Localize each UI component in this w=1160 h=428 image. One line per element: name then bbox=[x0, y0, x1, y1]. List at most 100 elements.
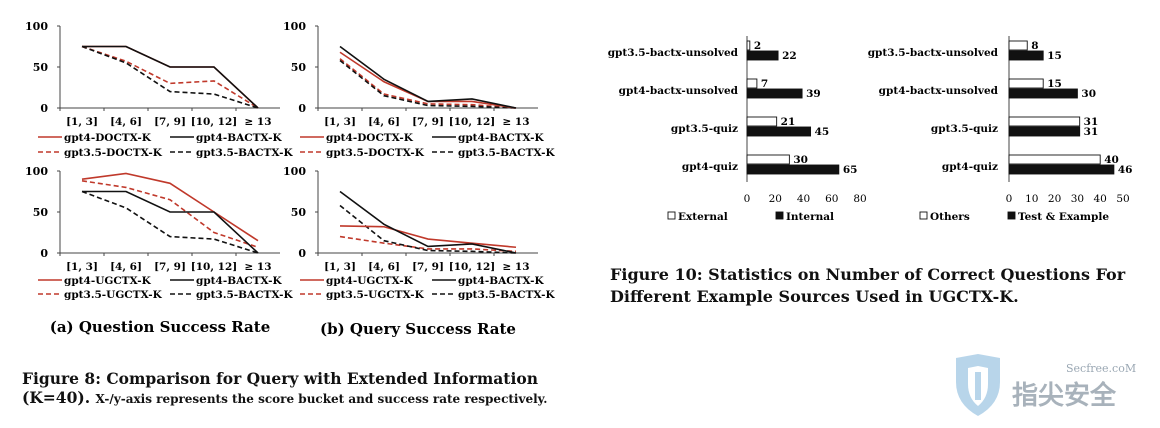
x-tick-label: 0 bbox=[1006, 193, 1013, 205]
legend-label: Others bbox=[930, 211, 970, 223]
x-tick-label: 50 bbox=[1116, 193, 1129, 205]
bar-External bbox=[746, 154, 790, 165]
bar-Test & Example bbox=[1008, 50, 1044, 61]
y-tick-label: 0 bbox=[298, 102, 306, 115]
x-tick-label: ≥ 13 bbox=[502, 116, 529, 128]
bar-Internal bbox=[746, 88, 803, 99]
bar-value-label: 46 bbox=[1118, 164, 1133, 176]
figure8-caption-main: Figure 8: Comparison for Query with Exte… bbox=[22, 369, 538, 407]
series-line-gpt3.5-DOCTX-K bbox=[81, 45, 259, 109]
series-line-gpt4-UGCTX-K bbox=[339, 225, 517, 249]
bar-Internal bbox=[746, 164, 840, 175]
bar-Internal bbox=[746, 50, 779, 61]
series-line-gpt3.5-BACTX-K bbox=[339, 204, 517, 254]
y-tick-label: 50 bbox=[291, 61, 307, 74]
legend-label: gpt4-UGCTX-K bbox=[326, 275, 414, 287]
bar-value-label: 31 bbox=[1084, 116, 1099, 128]
x-tick-label: [4, 6] bbox=[368, 261, 400, 273]
series-line-gpt4-UGCTX-K bbox=[81, 172, 259, 242]
y-tick-label: 0 bbox=[298, 247, 306, 260]
x-tick-label: 20 bbox=[769, 193, 782, 205]
legend-label: External bbox=[678, 211, 728, 223]
legend-label: gpt4-UGCTX-K bbox=[64, 275, 152, 287]
x-tick-label: 0 bbox=[744, 193, 751, 205]
bar-value-label: 30 bbox=[1081, 88, 1096, 100]
category-label: gpt3.5-quiz bbox=[931, 123, 998, 135]
series-line-gpt4-BACTX-K bbox=[82, 190, 259, 254]
x-tick-label: [4, 6] bbox=[110, 116, 142, 128]
x-tick-label: [4, 6] bbox=[368, 116, 400, 128]
x-tick-label: [1, 3] bbox=[66, 116, 98, 128]
category-label: gpt4-bactx-unsolved bbox=[619, 85, 739, 97]
y-tick-label: 0 bbox=[40, 102, 48, 115]
figure10-bar-charts: gpt3.5-bactx-unsolved222gpt4-bactx-unsol… bbox=[608, 36, 1133, 223]
bar-chart-fig10-right: gpt3.5-bactx-unsolved 8 15 gpt4-bactx-unsol… bbox=[868, 36, 1133, 223]
x-tick-label: ≥ 13 bbox=[244, 116, 271, 128]
series-line-gpt4-BACTX-K bbox=[339, 190, 517, 254]
bar-value-label: 65 bbox=[843, 164, 858, 176]
bar-Others bbox=[1008, 78, 1044, 89]
y-tick-label: 100 bbox=[25, 165, 48, 178]
bar-Test & Example bbox=[1008, 126, 1081, 137]
x-tick-label: ≥ 13 bbox=[244, 261, 271, 273]
legend-label: gpt4-DOCTX-K bbox=[326, 132, 414, 144]
series-line-gpt4-BACTX-K bbox=[82, 45, 259, 109]
y-tick-label: 50 bbox=[33, 61, 49, 74]
line-chart-a-top: 0 50 100 [1, 3] [4, 6] [7, 9] [10, 12] ≥ 13 gpt4… bbox=[25, 20, 293, 159]
legend-label: gpt4-BACTX-K bbox=[458, 275, 545, 287]
bar-value-label: 45 bbox=[815, 126, 830, 138]
subcaption-b: (b) Query Success Rate bbox=[320, 320, 516, 338]
legend-swatch bbox=[775, 211, 784, 220]
bar-External bbox=[746, 40, 751, 51]
bar-value-label: 15 bbox=[1047, 50, 1062, 62]
y-tick-label: 50 bbox=[33, 206, 49, 219]
x-tick-label: [7, 9] bbox=[154, 261, 186, 273]
x-tick-label: [1, 3] bbox=[324, 116, 356, 128]
y-tick-label: 100 bbox=[283, 165, 306, 178]
bar-chart-fig10-left: gpt3.5-bactx-unsolved222gpt4-bactx-unsol… bbox=[608, 36, 867, 223]
x-tick-label: 20 bbox=[1048, 193, 1061, 205]
x-tick-label: ≥ 13 bbox=[502, 261, 529, 273]
line-chart-b-top: 0 50 100 [1, 3] [4, 6] [7, 9] [10, 12] ≥ 13 gpt4… bbox=[283, 20, 555, 159]
series-line-gpt3.5-BACTX-K bbox=[81, 45, 259, 109]
bar-value-label: 2 bbox=[754, 40, 761, 52]
y-tick-label: 100 bbox=[283, 20, 306, 33]
bar-External bbox=[746, 116, 778, 127]
bar-value-label: 30 bbox=[793, 154, 808, 166]
series-line-gpt3.5-UGCTX-K bbox=[339, 235, 517, 253]
y-tick-label: 0 bbox=[40, 247, 48, 260]
series-line-gpt3.5-UGCTX-K bbox=[81, 180, 259, 249]
bar-Test & Example bbox=[1008, 164, 1115, 175]
category-label: gpt3.5-bactx-unsolved bbox=[608, 47, 739, 59]
bar-Test & Example bbox=[1008, 88, 1078, 99]
legend-label: gpt4-BACTX-K bbox=[196, 132, 283, 144]
watermark: Secfree.coM 指尖安全 bbox=[956, 354, 1136, 416]
category-label: gpt3.5-quiz bbox=[671, 123, 738, 135]
legend-label: gpt4-BACTX-K bbox=[458, 132, 545, 144]
bar-Others bbox=[1008, 40, 1028, 51]
bar-value-label: 8 bbox=[1031, 40, 1038, 52]
x-tick-label: 10 bbox=[1025, 193, 1038, 205]
category-label: gpt3.5-bactx-unsolved bbox=[868, 47, 999, 59]
x-tick-label: [10, 12] bbox=[449, 261, 495, 273]
legend-label: gpt3.5-BACTX-K bbox=[458, 147, 555, 159]
shield-icon bbox=[956, 354, 1000, 416]
watermark-site: Secfree.coM bbox=[1066, 362, 1136, 375]
legend-label: gpt3.5-UGCTX-K bbox=[326, 289, 425, 301]
series-line-gpt3.5-BACTX-K bbox=[81, 190, 259, 254]
x-tick-label: 80 bbox=[853, 193, 866, 205]
legend-label: gpt4-DOCTX-K bbox=[64, 132, 152, 144]
category-label: gpt4-bactx-unsolved bbox=[879, 85, 999, 97]
figure10-caption: Figure 10: Statistics on Number of Corre… bbox=[610, 265, 1126, 306]
bar-value-label: 40 bbox=[1104, 154, 1119, 166]
legend-label: gpt3.5-DOCTX-K bbox=[64, 147, 163, 159]
x-tick-label: [7, 9] bbox=[154, 116, 186, 128]
x-tick-label: [1, 3] bbox=[66, 261, 98, 273]
line-chart-b-bottom: 0 50 100 [1, 3] [4, 6] [7, 9] [10, 12] ≥ 13 gpt4… bbox=[283, 165, 555, 301]
figure8-line-charts: 0 50 100 [1, 3] [4, 6] [7, 9] [10, 12] ≥ 13 gpt4… bbox=[25, 20, 555, 301]
legend-label: Internal bbox=[786, 211, 834, 223]
x-tick-label: [4, 6] bbox=[110, 261, 142, 273]
bar-Others bbox=[1008, 154, 1101, 165]
bar-value-label: 21 bbox=[781, 116, 796, 128]
figure8-caption: Figure 8: Comparison for Query with Exte… bbox=[22, 369, 582, 409]
